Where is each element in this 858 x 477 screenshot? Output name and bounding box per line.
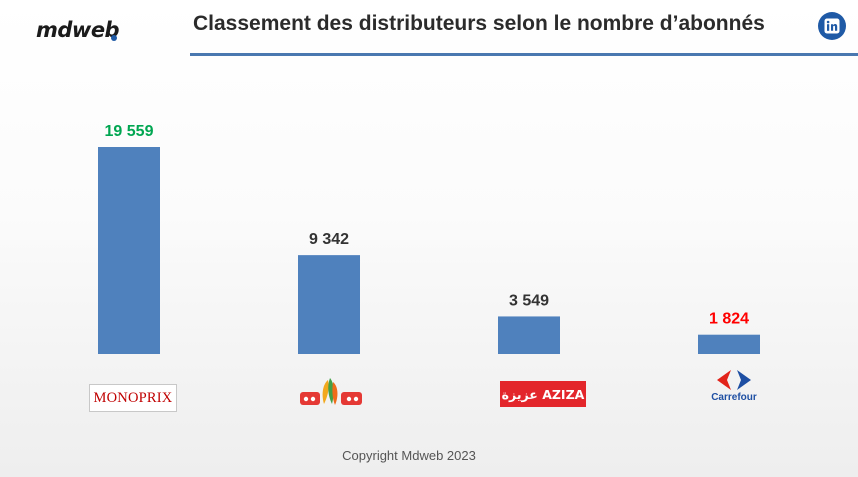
logo-carrefour: Carrefour [703,367,765,407]
header: mdweb Classement des distributeurs selon… [0,0,858,60]
linkedin-icon[interactable] [818,12,846,40]
bar-mg [298,255,360,354]
logo-mg [294,374,368,412]
bar-chart: 19 559 9 342 3 549 1 824 [98,123,760,354]
logo-monoprix: MONOPRIX [89,384,177,412]
logo-carrefour-mark [717,370,751,390]
value-label-monoprix: 19 559 [105,123,154,140]
value-label-carrefour: 1 824 [709,311,749,328]
logo-mg-graphic [300,378,362,405]
bar-carrefour [698,334,760,354]
copyright-text: Copyright Mdweb 2023 [342,448,476,463]
title-underline [190,53,858,56]
brand-logo: mdweb [36,18,120,42]
page-title: Classement des distributeurs selon le no… [193,12,765,35]
bar-monoprix [98,147,160,354]
logo-aziza: عزيزة AZIZA [500,381,586,407]
logo-monoprix-text: MONOPRIX [93,389,173,406]
logo-carrefour-text: Carrefour [711,392,757,403]
logo-aziza-text: عزيزة AZIZA [501,386,585,402]
value-label-aziza: 3 549 [509,292,549,309]
brand-logo-dot [111,35,117,41]
bar-aziza [498,316,560,354]
value-label-mg: 9 342 [309,231,349,248]
linkedin-glyph [824,18,840,34]
